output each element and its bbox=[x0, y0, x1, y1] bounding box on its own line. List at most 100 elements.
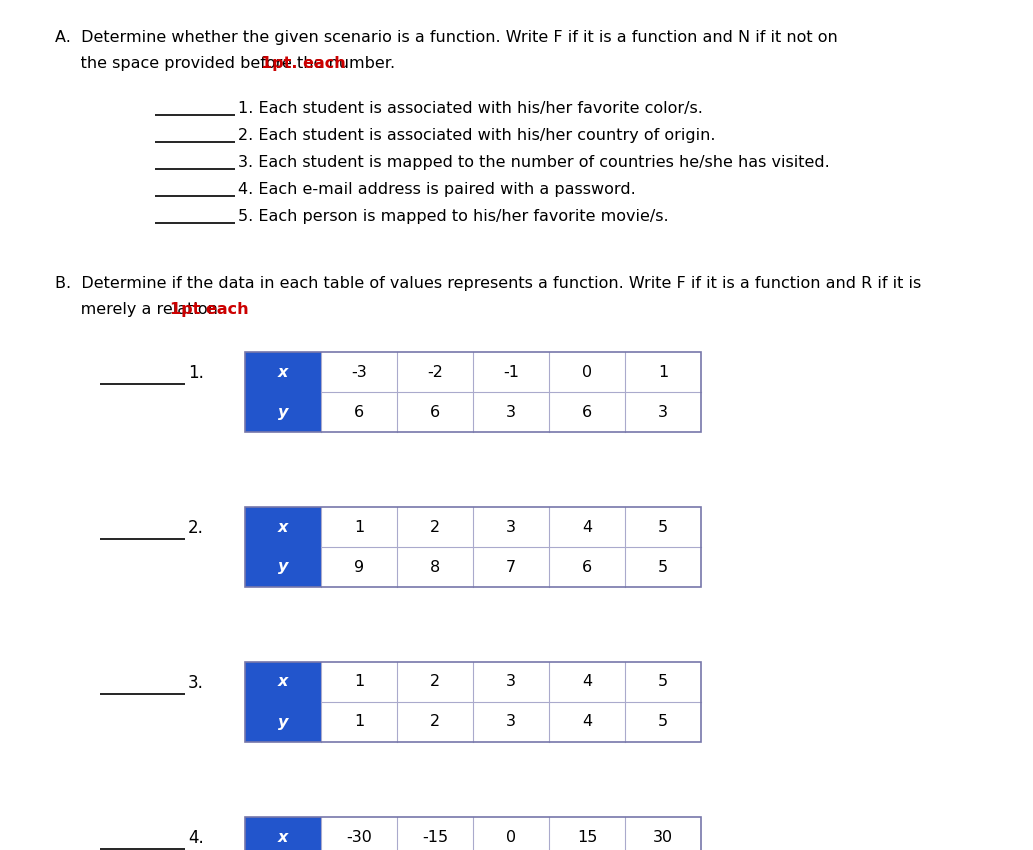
Text: 1.: 1. bbox=[188, 364, 204, 382]
Bar bbox=[549, 352, 625, 392]
Text: 1pt each: 1pt each bbox=[170, 302, 249, 317]
Text: 15: 15 bbox=[576, 830, 597, 845]
Bar bbox=[245, 392, 321, 432]
Text: A.  Determine whether the given scenario is a function. Write F if it is a funct: A. Determine whether the given scenario … bbox=[55, 30, 838, 45]
Text: x: x bbox=[278, 519, 288, 535]
Text: 2: 2 bbox=[430, 519, 440, 535]
Text: x: x bbox=[278, 365, 288, 379]
Text: y: y bbox=[278, 715, 288, 729]
Text: y: y bbox=[278, 559, 288, 575]
Text: 3: 3 bbox=[506, 405, 516, 420]
Text: 5: 5 bbox=[658, 715, 668, 729]
Text: 3.: 3. bbox=[188, 674, 204, 692]
Text: 5: 5 bbox=[658, 559, 668, 575]
Bar bbox=[397, 392, 473, 432]
Bar bbox=[245, 352, 701, 432]
Text: 3: 3 bbox=[506, 715, 516, 729]
Text: 4: 4 bbox=[582, 519, 592, 535]
Bar bbox=[549, 702, 625, 742]
Text: -2: -2 bbox=[427, 365, 443, 379]
Bar bbox=[321, 817, 397, 850]
Bar bbox=[245, 662, 701, 742]
Text: 30: 30 bbox=[653, 830, 674, 845]
Bar bbox=[397, 547, 473, 587]
Text: -1: -1 bbox=[503, 365, 519, 379]
Text: x: x bbox=[278, 675, 288, 689]
Bar bbox=[245, 547, 321, 587]
Bar bbox=[245, 662, 321, 702]
Bar bbox=[473, 507, 549, 547]
Text: 6: 6 bbox=[582, 405, 592, 420]
Bar bbox=[549, 817, 625, 850]
Bar bbox=[549, 392, 625, 432]
Text: 4. Each e-mail address is paired with a password.: 4. Each e-mail address is paired with a … bbox=[238, 182, 635, 197]
Text: 6: 6 bbox=[582, 559, 592, 575]
Bar bbox=[625, 352, 701, 392]
Text: 1. Each student is associated with his/her favorite color/s.: 1. Each student is associated with his/h… bbox=[238, 101, 702, 116]
Text: 2.: 2. bbox=[188, 519, 204, 537]
Bar bbox=[549, 547, 625, 587]
Text: 3: 3 bbox=[506, 675, 516, 689]
Text: 4: 4 bbox=[582, 715, 592, 729]
Bar bbox=[245, 507, 701, 587]
Bar bbox=[625, 547, 701, 587]
Text: 1: 1 bbox=[354, 675, 364, 689]
Text: 6: 6 bbox=[430, 405, 440, 420]
Text: 0: 0 bbox=[582, 365, 592, 379]
Text: 4: 4 bbox=[582, 675, 592, 689]
Bar bbox=[473, 392, 549, 432]
Bar bbox=[625, 507, 701, 547]
Text: 1pt. each: 1pt. each bbox=[261, 56, 346, 71]
Bar bbox=[473, 817, 549, 850]
Bar bbox=[245, 352, 321, 392]
Text: 1: 1 bbox=[354, 519, 364, 535]
Bar bbox=[321, 352, 397, 392]
Bar bbox=[321, 662, 397, 702]
Text: 3. Each student is mapped to the number of countries he/she has visited.: 3. Each student is mapped to the number … bbox=[238, 155, 829, 170]
Text: -3: -3 bbox=[351, 365, 367, 379]
Bar bbox=[245, 702, 321, 742]
Text: 1: 1 bbox=[354, 715, 364, 729]
Text: 5. Each person is mapped to his/her favorite movie/s.: 5. Each person is mapped to his/her favo… bbox=[238, 209, 668, 224]
Bar bbox=[397, 352, 473, 392]
Text: -30: -30 bbox=[346, 830, 372, 845]
Bar bbox=[625, 817, 701, 850]
Bar bbox=[245, 817, 321, 850]
Bar bbox=[245, 817, 701, 850]
Bar bbox=[397, 507, 473, 547]
Bar bbox=[397, 817, 473, 850]
Text: 2: 2 bbox=[430, 675, 440, 689]
Bar bbox=[321, 547, 397, 587]
Bar bbox=[549, 662, 625, 702]
Bar bbox=[625, 392, 701, 432]
Bar bbox=[321, 392, 397, 432]
Text: merely a relation.: merely a relation. bbox=[55, 302, 228, 317]
Text: 6: 6 bbox=[354, 405, 364, 420]
Text: 5: 5 bbox=[658, 519, 668, 535]
Text: 2. Each student is associated with his/her country of origin.: 2. Each student is associated with his/h… bbox=[238, 128, 716, 143]
Text: 3: 3 bbox=[658, 405, 668, 420]
Text: x: x bbox=[278, 830, 288, 845]
Text: B.  Determine if the data in each table of values represents a function. Write F: B. Determine if the data in each table o… bbox=[55, 276, 921, 291]
Bar bbox=[473, 352, 549, 392]
Text: the space provided before the number.: the space provided before the number. bbox=[55, 56, 400, 71]
Bar bbox=[473, 702, 549, 742]
Text: 1: 1 bbox=[658, 365, 668, 379]
Bar bbox=[321, 507, 397, 547]
Bar bbox=[397, 702, 473, 742]
Text: 2: 2 bbox=[430, 715, 440, 729]
Text: -15: -15 bbox=[421, 830, 448, 845]
Text: y: y bbox=[278, 405, 288, 420]
Bar bbox=[321, 702, 397, 742]
Text: 7: 7 bbox=[506, 559, 516, 575]
Text: 8: 8 bbox=[430, 559, 440, 575]
Text: 3: 3 bbox=[506, 519, 516, 535]
Bar bbox=[473, 547, 549, 587]
Bar bbox=[397, 662, 473, 702]
Text: 5: 5 bbox=[658, 675, 668, 689]
Text: 9: 9 bbox=[354, 559, 364, 575]
Bar bbox=[473, 662, 549, 702]
Text: 4.: 4. bbox=[188, 829, 204, 847]
Bar bbox=[625, 702, 701, 742]
Text: 0: 0 bbox=[506, 830, 516, 845]
